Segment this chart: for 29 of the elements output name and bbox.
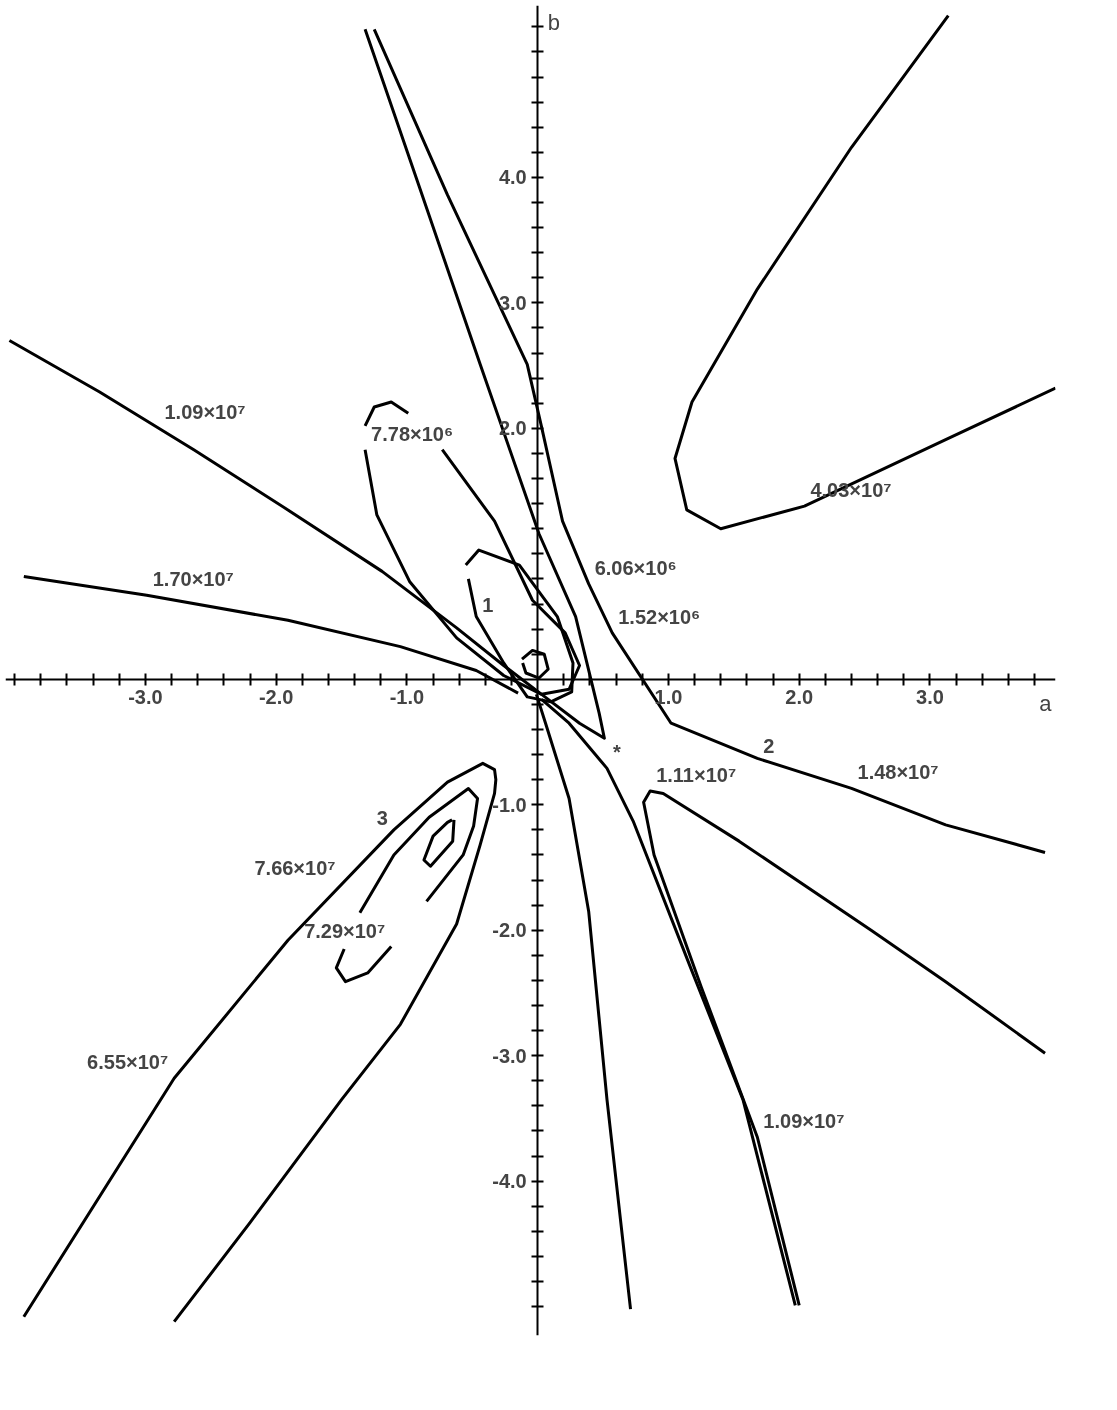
annotation: 7.78×10⁶ [371,422,454,445]
y-tick-label: -2.0 [492,919,527,942]
x-tick-label: -1.0 [389,686,425,709]
annotation: 1.48×10⁷ [857,761,939,784]
y-tick-label: 4.0 [498,166,527,189]
x-tick-label: -3.0 [128,686,163,709]
annotation: 7.66×10⁷ [254,856,336,879]
annotation: 2 [763,735,775,758]
y-tick-label: 3.0 [498,291,527,314]
x-tick-label: 1.0 [654,686,683,709]
annotation: 1.70×10⁷ [152,568,234,591]
annotation: 7.29×10⁷ [304,919,386,942]
annotation: 1.09×10⁷ [763,1110,845,1133]
annotation: 6.06×10⁶ [594,556,677,579]
y-tick-label: -4.0 [492,1170,527,1193]
annotation: 1.11×10⁷ [656,763,737,786]
annotation: 1 [482,593,494,616]
annotation: 1.52×10⁶ [618,605,701,628]
annotation: 3 [376,806,388,829]
y-tick-label: -3.0 [492,1044,527,1067]
annotation: * [612,741,621,764]
y-axis-title: b [547,9,560,35]
x-tick-label: -2.0 [258,686,294,709]
x-tick-label: 3.0 [916,686,944,709]
x-axis-title: a [1039,691,1053,717]
annotation: 6.55×10⁷ [87,1051,169,1074]
x-tick-label: 2.0 [785,686,814,709]
y-tick-label: -1.0 [492,793,527,816]
annotation: 1.09×10⁷ [164,401,246,424]
